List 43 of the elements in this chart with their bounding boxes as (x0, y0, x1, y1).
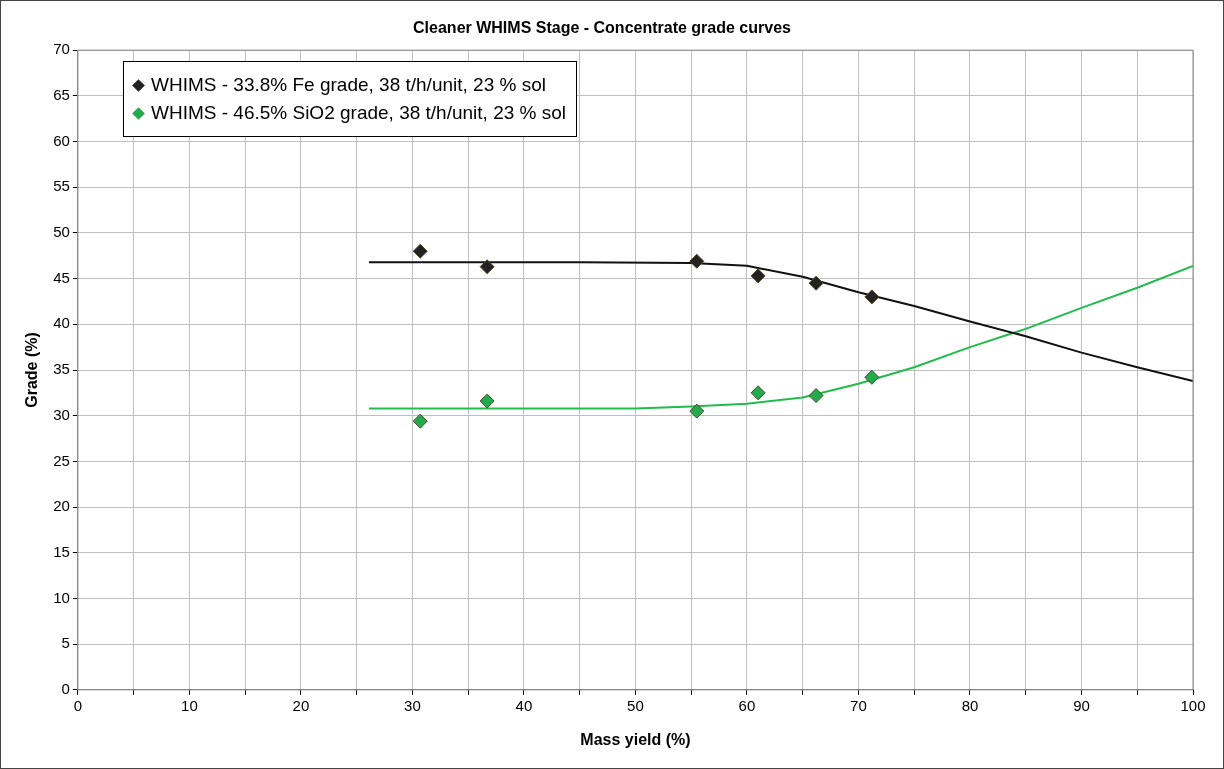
point (689, 403, 705, 419)
point (864, 369, 880, 385)
chart-title: Cleaner WHIMS Stage - Concentrate grade curves (413, 19, 792, 37)
y-tick-label: 55 (53, 177, 70, 195)
x-axis-title: Mass yield (%) (580, 730, 691, 748)
y-tick-label: 50 (53, 223, 70, 241)
y-tick-label: 10 (53, 588, 70, 606)
point (479, 393, 495, 409)
y-tick-label: 35 (53, 360, 70, 378)
point (412, 243, 428, 259)
x-tick-label: 0 (73, 696, 83, 714)
x-tick-label: 90 (1073, 696, 1090, 714)
y-tick-label: 70 (53, 40, 70, 58)
y-axis-title: Grade (%) (23, 332, 41, 408)
legend-label: WHIMS - 46.5% SiO2 grade, 38 t/h/unit, 23 % sol (151, 102, 567, 124)
x-tick-label: 20 (292, 696, 310, 714)
x-tick-label: 10 (181, 696, 198, 714)
y-tick-label: 0 (61, 679, 70, 697)
y-tick-label: 25 (53, 451, 70, 469)
y-tick-label: 45 (53, 268, 70, 286)
x-tick-label: 80 (961, 696, 979, 714)
x-tick-label: 60 (738, 696, 756, 714)
x-tick-label: 40 (515, 696, 533, 714)
y-tick-label: 40 (53, 314, 70, 332)
x-tick-label: 70 (850, 696, 867, 714)
point (750, 385, 766, 401)
x-tick-label: 50 (627, 696, 644, 714)
point (750, 268, 766, 284)
point (808, 388, 824, 404)
y-tick-label: 20 (53, 497, 70, 515)
point (689, 253, 705, 269)
point (864, 289, 880, 305)
point (412, 413, 428, 429)
legend-label: WHIMS - 33.8% Fe grade, 38 t/h/unit, 23 % sol (151, 74, 546, 96)
y-tick-label: 15 (53, 542, 70, 560)
y-tick-label: 65 (53, 86, 70, 104)
point (479, 259, 495, 275)
y-tick-label: 30 (53, 405, 70, 423)
point (808, 275, 824, 291)
y-tick-label: 60 (53, 131, 70, 149)
y-tick-label: 5 (61, 634, 70, 652)
x-tick-label: 30 (404, 696, 421, 714)
x-tick-label: 100 (1180, 696, 1206, 714)
